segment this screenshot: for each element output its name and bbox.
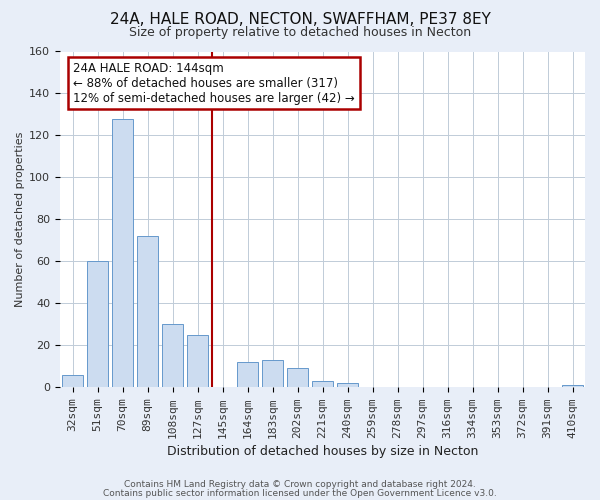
- X-axis label: Distribution of detached houses by size in Necton: Distribution of detached houses by size …: [167, 444, 478, 458]
- Bar: [162, 324, 183, 388]
- Text: Contains public sector information licensed under the Open Government Licence v3: Contains public sector information licen…: [103, 488, 497, 498]
- Bar: [337, 383, 358, 388]
- Bar: [312, 381, 333, 388]
- Y-axis label: Number of detached properties: Number of detached properties: [15, 132, 25, 307]
- Bar: [187, 335, 208, 388]
- Bar: [287, 368, 308, 388]
- Bar: [562, 385, 583, 388]
- Bar: [262, 360, 283, 388]
- Text: Size of property relative to detached houses in Necton: Size of property relative to detached ho…: [129, 26, 471, 39]
- Bar: [112, 118, 133, 388]
- Bar: [137, 236, 158, 388]
- Bar: [87, 262, 108, 388]
- Text: Contains HM Land Registry data © Crown copyright and database right 2024.: Contains HM Land Registry data © Crown c…: [124, 480, 476, 489]
- Bar: [62, 374, 83, 388]
- Text: 24A HALE ROAD: 144sqm
← 88% of detached houses are smaller (317)
12% of semi-det: 24A HALE ROAD: 144sqm ← 88% of detached …: [73, 62, 355, 104]
- Bar: [237, 362, 258, 388]
- Text: 24A, HALE ROAD, NECTON, SWAFFHAM, PE37 8EY: 24A, HALE ROAD, NECTON, SWAFFHAM, PE37 8…: [110, 12, 490, 28]
